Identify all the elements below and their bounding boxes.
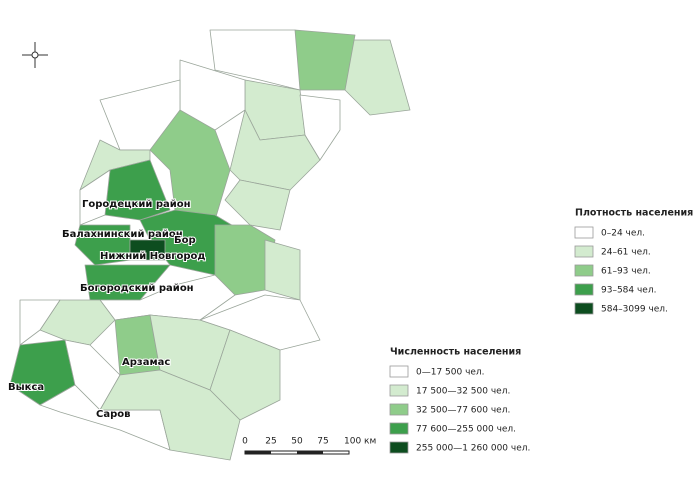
place-label: Балахнинский район: [62, 229, 183, 240]
place-label: Городецкий район: [82, 199, 191, 210]
place-label: Саров: [96, 409, 130, 420]
legend-swatch: [574, 245, 594, 258]
legend-swatch: [574, 226, 594, 239]
legend-label: 93–584 чел.: [601, 286, 656, 296]
legend-label: 0—17 500 чел.: [416, 368, 485, 378]
legend-swatch: [574, 264, 594, 277]
legend-label: 77 600—255 000 чел.: [416, 425, 516, 435]
legend-label: 17 500—32 500 чел.: [416, 387, 510, 397]
place-label: Выкса: [8, 382, 44, 393]
legend-swatch: [389, 365, 409, 378]
place-label: Арзамас: [122, 357, 170, 368]
place-label: Богородский район: [80, 283, 194, 294]
legend-swatch: [389, 441, 409, 454]
legend-label: 32 500—77 600 чел.: [416, 406, 510, 416]
legend-label: 61–93 чел.: [601, 267, 651, 277]
legend-title: Численность населения: [390, 347, 521, 358]
legend-swatch: [574, 302, 594, 315]
legend-swatch: [574, 283, 594, 296]
legend-swatch: [389, 422, 409, 435]
scale-label: 100 км: [344, 437, 376, 447]
scale-label: 75: [317, 437, 328, 447]
scale-bar: [297, 451, 323, 454]
legend-swatch: [389, 403, 409, 416]
scale-bar: [245, 451, 271, 454]
scale-label: 25: [265, 437, 276, 447]
place-label: Нижний Новгород: [100, 251, 206, 262]
compass: [22, 42, 48, 68]
legend-label: 24–61 чел.: [601, 248, 651, 258]
legend-label: 255 000—1 260 000 чел.: [416, 444, 530, 454]
place-label: Бор: [174, 235, 196, 246]
legend-swatch: [389, 384, 409, 397]
scale-label: 0: [242, 437, 248, 447]
legend-title: Плотность населения: [575, 208, 693, 219]
scale-label: 50: [291, 437, 303, 447]
regions: [9, 29, 411, 461]
legend-label: 0–24 чел.: [601, 229, 645, 239]
legend-label: 584–3099 чел.: [601, 305, 668, 315]
